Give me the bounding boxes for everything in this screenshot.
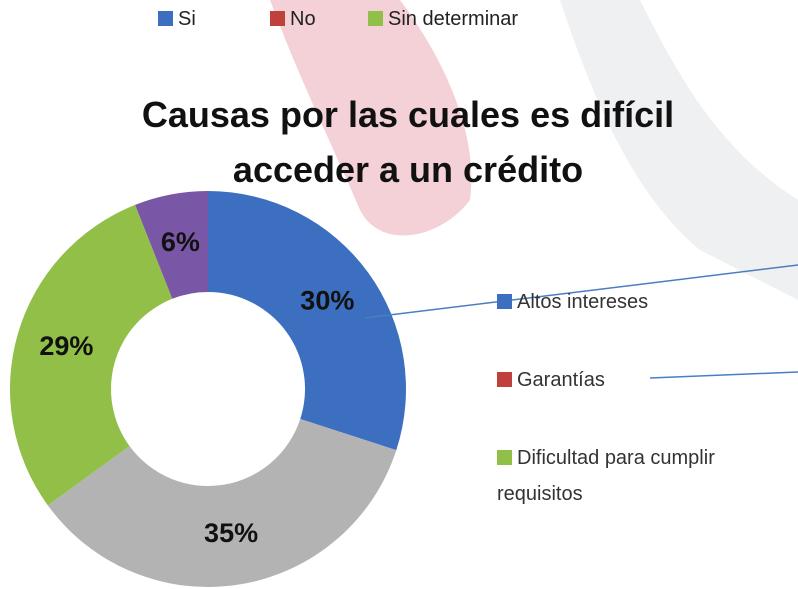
- data-label: 6%: [161, 227, 200, 257]
- decor-arc: [560, 0, 798, 300]
- legend-swatch: [497, 450, 512, 465]
- legend-swatch: [497, 372, 512, 387]
- leader-line: [364, 264, 798, 319]
- chart-title: Causas por las cuales es difícil: [142, 94, 674, 135]
- donut-slice: [135, 191, 208, 299]
- legend-swatch: [270, 11, 285, 26]
- top-legend-item: Si: [158, 8, 196, 31]
- legend-label: Dificultad para cumplir requisitos: [497, 447, 715, 505]
- legend-swatch: [497, 294, 512, 309]
- legend-item: Altos intereses: [497, 284, 787, 320]
- donut-slice: [47, 418, 397, 587]
- chart-title: acceder a un crédito: [233, 149, 583, 190]
- legend-item: Garantías: [497, 362, 787, 398]
- decor-blob: [270, 0, 472, 236]
- top-legend-item: No: [270, 8, 316, 31]
- donut-slice: [10, 204, 173, 506]
- legend-label: No: [290, 8, 316, 30]
- data-label: 35%: [204, 518, 258, 548]
- legend-item: Dificultad para cumplir requisitos: [497, 440, 787, 512]
- legend-label: Altos intereses: [517, 291, 649, 313]
- donut-slice: [208, 191, 407, 451]
- top-legend-item: Sin determinar: [368, 8, 518, 31]
- legend-label: Garantías: [517, 369, 605, 391]
- legend-swatch: [368, 11, 383, 26]
- legend-label: Si: [178, 8, 196, 30]
- data-label: 29%: [39, 331, 93, 361]
- leader-line: [649, 371, 798, 379]
- data-label: 30%: [300, 285, 354, 315]
- legend-swatch: [158, 11, 173, 26]
- legend-label: Sin determinar: [388, 8, 519, 30]
